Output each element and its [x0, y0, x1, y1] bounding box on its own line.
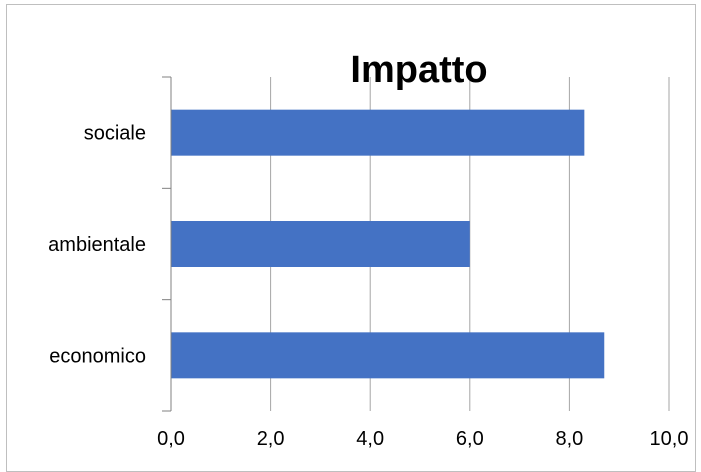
bar-economico	[171, 332, 605, 379]
x-tick-label: 6,0	[456, 428, 484, 450]
bar-sociale	[171, 109, 585, 156]
labels: 0,0 2,0 4,0 6,0 8,0 10,0 economico ambientale so…	[48, 123, 688, 450]
category-label-sociale: sociale	[84, 123, 146, 145]
chart-title: Impatto	[350, 49, 487, 91]
axes	[162, 76, 172, 412]
bar-ambientale	[171, 221, 470, 267]
category-label-economico: economico	[49, 345, 146, 367]
x-tick-label: 2,0	[257, 428, 285, 450]
x-tick-label: 8,0	[555, 428, 583, 450]
category-label-ambientale: ambientale	[48, 234, 146, 256]
x-tick-label: 4,0	[356, 428, 384, 450]
x-tick-label: 0,0	[157, 428, 185, 450]
x-tick-label: 10,0	[650, 428, 689, 450]
bars	[171, 109, 605, 379]
